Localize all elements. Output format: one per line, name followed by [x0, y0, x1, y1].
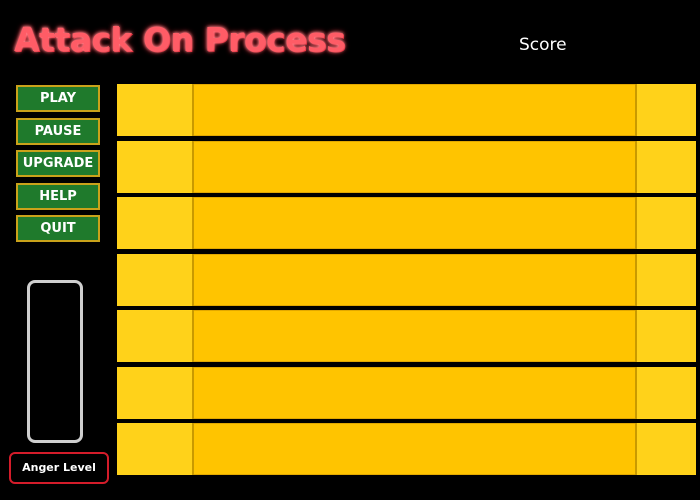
lane-left-end	[117, 140, 194, 193]
lane-left-end	[117, 366, 194, 419]
lane	[117, 84, 696, 136]
lane-track[interactable]	[194, 140, 635, 193]
lane-right-end	[635, 197, 696, 249]
lane-right-end	[635, 423, 696, 475]
lane-right-end	[635, 310, 696, 362]
lane-track[interactable]	[194, 366, 635, 419]
lane-left-end	[117, 423, 194, 475]
lane-track[interactable]	[194, 253, 635, 306]
game-title: Attack On Process	[14, 20, 346, 59]
lane-right-end	[635, 140, 696, 193]
lane-left-end	[117, 197, 194, 249]
play-button[interactable]: PLAY	[16, 85, 100, 112]
lane-right-end	[635, 253, 696, 306]
lane	[117, 140, 696, 193]
quit-button[interactable]: QUIT	[16, 215, 100, 242]
lane	[117, 197, 696, 249]
lane-track[interactable]	[194, 310, 635, 362]
lane	[117, 253, 696, 306]
lane-left-end	[117, 84, 194, 136]
menu-panel: PLAY PAUSE UPGRADE HELP QUIT	[16, 85, 100, 248]
lane-right-end	[635, 84, 696, 136]
lane-track[interactable]	[194, 84, 635, 136]
upgrade-button[interactable]: UPGRADE	[16, 150, 100, 177]
lane-track[interactable]	[194, 197, 635, 249]
anger-meter	[27, 280, 83, 443]
lane-left-end	[117, 310, 194, 362]
process-lanes	[117, 84, 696, 480]
anger-level-label: Anger Level	[9, 452, 109, 484]
pause-button[interactable]: PAUSE	[16, 117, 100, 145]
lane-right-end	[635, 366, 696, 419]
lane-track[interactable]	[194, 423, 635, 475]
lane	[117, 366, 696, 419]
score-label: Score	[519, 35, 567, 55]
lane	[117, 423, 696, 475]
lane	[117, 310, 696, 362]
help-button[interactable]: HELP	[16, 182, 100, 210]
lane-left-end	[117, 253, 194, 306]
